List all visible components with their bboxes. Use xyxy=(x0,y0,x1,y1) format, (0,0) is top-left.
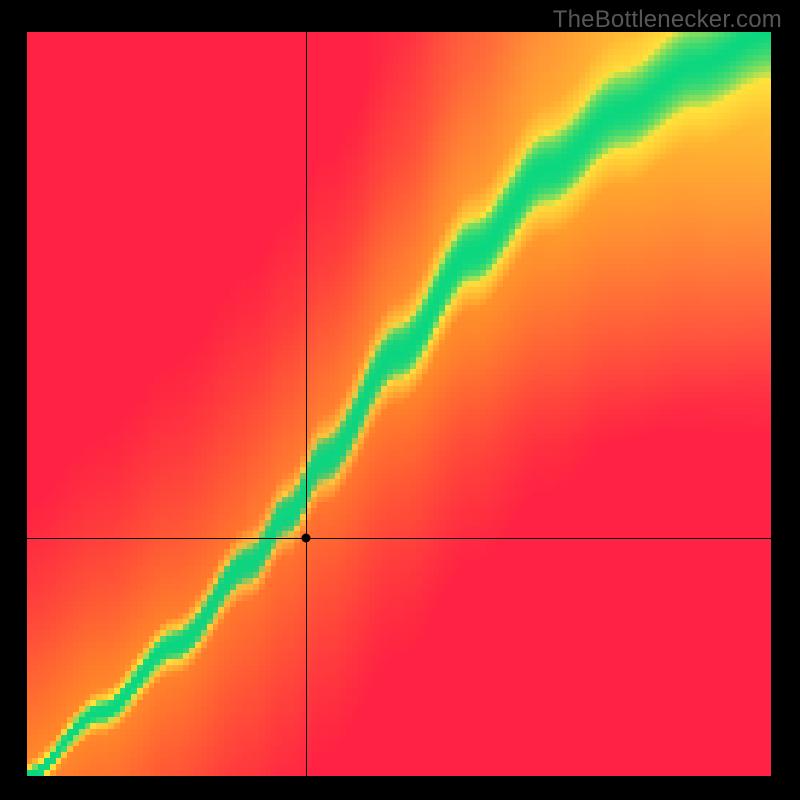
watermark-text: TheBottlenecker.com xyxy=(553,6,782,34)
outer-frame: TheBottlenecker.com xyxy=(0,0,800,800)
crosshair-marker xyxy=(302,533,311,542)
plot-area xyxy=(27,32,771,776)
heatmap-canvas xyxy=(27,32,771,776)
crosshair-horizontal xyxy=(27,538,771,539)
crosshair-vertical xyxy=(306,32,307,776)
